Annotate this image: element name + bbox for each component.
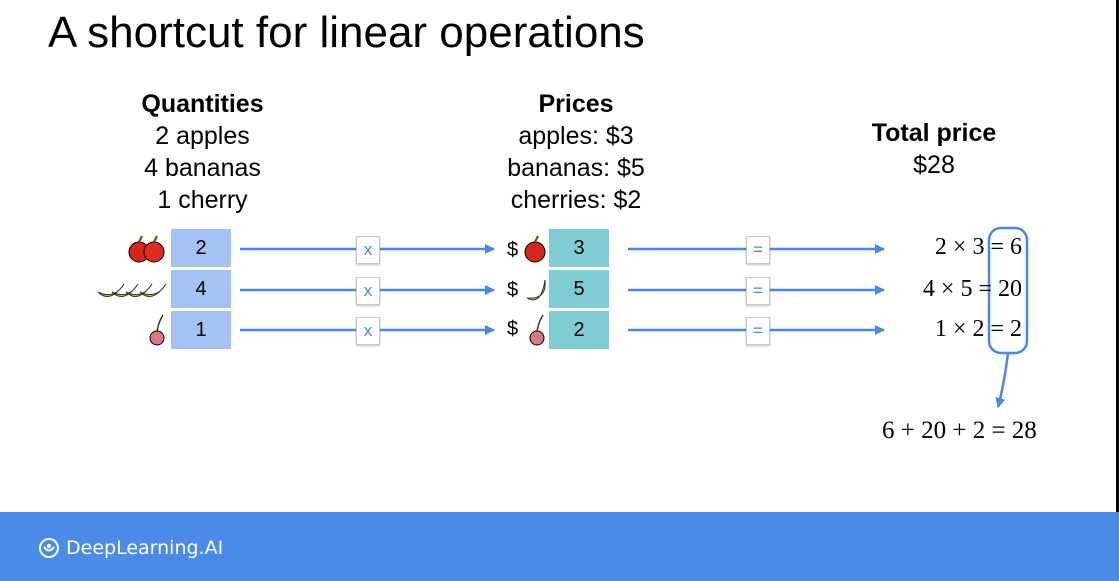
sum-equation: 6 + 20 + 2 = 28 [882, 417, 1037, 444]
prices-header: Prices [538, 90, 614, 118]
price-line: cherries: $2 [510, 186, 642, 214]
equals-operator: = [746, 317, 770, 345]
brand-name: DeepLearning.AI [66, 537, 224, 559]
multiply-operator: x [356, 236, 380, 264]
quantity-cell: 4 [171, 270, 231, 308]
price-cell: 3 [549, 229, 609, 267]
prices-column: Prices apples: $3 bananas: $5 cherries: … [486, 88, 666, 216]
price-line: apples: $3 [518, 122, 634, 150]
quantity-line: 1 cherry [157, 186, 248, 214]
brand-logo: DeepLearning.AI [38, 537, 223, 559]
quantity-cell: 2 [171, 229, 231, 267]
banana-icon [526, 279, 546, 301]
dollar-sign: $ [507, 279, 519, 301]
quantities-header: Quantities [141, 90, 264, 118]
dollar-sign: $ [507, 239, 519, 261]
row-equation: 1 × 2 = 2 [934, 316, 1022, 342]
total-header: Total price [871, 119, 997, 147]
row-equation: 4 × 5 = 20 [922, 276, 1022, 302]
row-equation: 2 × 3 = 6 [934, 234, 1022, 260]
dollar-sign: $ [507, 318, 519, 340]
quantity-cell: 1 [171, 311, 231, 349]
apple-icon [128, 235, 165, 263]
quantities-column: Quantities 2 apples 4 bananas 1 cherry [120, 88, 285, 216]
multiply-operator: x [356, 317, 380, 345]
page-title: A shortcut for linear operations [48, 8, 645, 57]
total-value: $28 [913, 151, 955, 179]
quantity-line: 4 bananas [144, 154, 261, 182]
total-column: Total price $28 [854, 117, 1014, 181]
price-line: bananas: $5 [507, 154, 645, 182]
footer-bar [0, 512, 1119, 581]
multiply-operator: x [356, 277, 380, 305]
quantity-line: 2 apples [155, 122, 250, 150]
equals-operator: = [746, 277, 770, 305]
apple-icon [524, 235, 546, 263]
equals-operator: = [746, 236, 770, 264]
banana-icon [97, 283, 167, 297]
cherry-icon [149, 314, 165, 346]
price-cell: 2 [549, 311, 609, 349]
sum-arrow [995, 352, 1010, 408]
price-cell: 5 [549, 270, 609, 308]
right-edge-border [1116, 0, 1119, 512]
cherry-icon [529, 314, 545, 346]
deeplearning-logo-icon [39, 538, 59, 558]
